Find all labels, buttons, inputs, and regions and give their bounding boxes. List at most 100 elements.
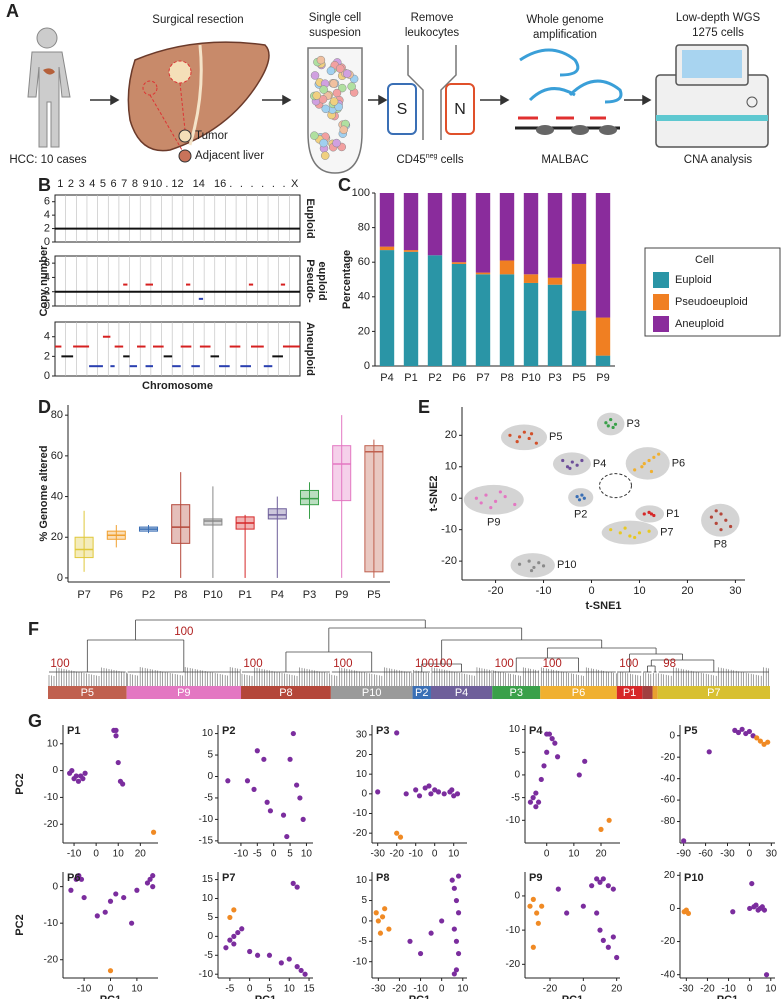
step-label: Surgical resection	[152, 14, 243, 26]
y-tick-label: 5	[514, 747, 520, 758]
cell	[342, 69, 352, 78]
x-axis-label: t-SNE1	[585, 600, 621, 612]
point	[235, 929, 241, 936]
point	[554, 754, 561, 760]
y-axis-label: Percentage	[341, 250, 353, 309]
point	[709, 515, 714, 519]
point	[597, 927, 603, 933]
cluster-label: P8	[279, 687, 292, 699]
x-tick-label: 0	[108, 984, 114, 995]
cell	[326, 66, 336, 76]
cell	[347, 82, 356, 91]
step-label: Single cell	[309, 12, 361, 24]
point	[453, 938, 460, 944]
y-tick-label: 6	[44, 196, 50, 208]
x-tick-label: P10	[521, 372, 541, 384]
bar-segment	[571, 263, 587, 311]
cell	[318, 95, 328, 104]
cluster-label: P1	[623, 687, 636, 699]
point	[121, 894, 127, 901]
cluster-bar	[657, 686, 770, 699]
panel-a: HCC: 10 cases Tumor Adjacent liver Surgi…	[9, 12, 769, 174]
panel-label: F	[28, 619, 39, 639]
bar-segment	[571, 310, 587, 366]
cluster-halo	[596, 412, 625, 436]
x-tick-label: 0	[439, 984, 445, 995]
x-tick-label: -20	[700, 984, 715, 995]
cluster-bar	[412, 686, 431, 699]
x-tick-label: P4	[380, 372, 393, 384]
y-tick-label: 10	[356, 875, 368, 886]
point	[533, 790, 539, 796]
point	[555, 886, 561, 892]
y-tick-label: 6	[44, 257, 50, 269]
x-tick-label: 5	[287, 849, 293, 860]
y-tick-label: 5	[361, 895, 367, 906]
bootstrap-label: 100	[243, 658, 262, 670]
cluster-label: P8	[714, 539, 727, 551]
point	[527, 436, 531, 441]
x-tick-label: P2	[142, 589, 155, 601]
point	[474, 496, 478, 500]
cluster-bar	[492, 686, 541, 699]
x-tick-label: -10	[413, 984, 428, 995]
human-body	[27, 51, 71, 148]
point	[530, 795, 536, 801]
x-tick-label: P9	[335, 589, 348, 601]
point	[81, 894, 87, 901]
point	[144, 880, 151, 886]
point	[575, 463, 579, 467]
x-tick-label: 10	[284, 984, 296, 995]
subplot-title: P10	[684, 872, 704, 884]
bar-segment	[403, 193, 419, 251]
panel-label: E	[418, 397, 430, 417]
point	[493, 499, 498, 503]
x-tick-label: -20	[389, 849, 404, 860]
subplot-title: P9	[529, 872, 542, 884]
point	[605, 883, 611, 889]
step-label: 1275 cells	[692, 27, 744, 39]
ligament	[188, 44, 203, 146]
cluster-label: P2	[574, 509, 587, 521]
chromosome-label: 7	[121, 178, 127, 190]
point	[568, 466, 572, 470]
subplot-title: P3	[376, 725, 389, 737]
point	[428, 930, 434, 936]
cluster-halo	[510, 553, 555, 578]
y-tick-label: 0	[207, 931, 213, 942]
point	[244, 778, 251, 784]
point	[397, 834, 404, 840]
chromosome-label: 2	[68, 178, 74, 190]
bootstrap-label: 100	[619, 658, 638, 670]
point	[479, 501, 483, 505]
y-tick-label: 20	[356, 749, 368, 760]
chromosome-label: .	[261, 178, 264, 190]
cluster-label: P9	[487, 517, 500, 529]
point	[729, 524, 733, 529]
point	[606, 424, 610, 428]
x-tick-label: 20	[611, 984, 623, 995]
y-tick-label: 40	[51, 490, 63, 502]
x-tick-label: P7	[77, 589, 90, 601]
cluster-halo	[463, 484, 524, 515]
y-tick-label: -10	[353, 808, 368, 819]
cell	[332, 138, 341, 148]
polymerase	[571, 125, 589, 135]
point	[761, 907, 768, 913]
point	[455, 873, 462, 879]
bar-segment	[379, 250, 395, 366]
cluster-bar	[642, 686, 653, 699]
x-tick-label: 30	[729, 585, 741, 597]
y-tick-label: -10	[353, 956, 368, 967]
point	[706, 749, 712, 755]
chromosome-label: .	[272, 178, 275, 190]
y-tick-label: -40	[661, 969, 676, 980]
y-axis-label: PC2	[14, 773, 26, 794]
point	[375, 918, 381, 924]
y-tick-label: -20	[506, 959, 521, 970]
point	[577, 498, 582, 502]
x-tick-label: P10	[203, 589, 223, 601]
point	[508, 433, 512, 437]
y-tick-label: 0	[451, 492, 457, 504]
cluster-halo	[601, 520, 659, 545]
